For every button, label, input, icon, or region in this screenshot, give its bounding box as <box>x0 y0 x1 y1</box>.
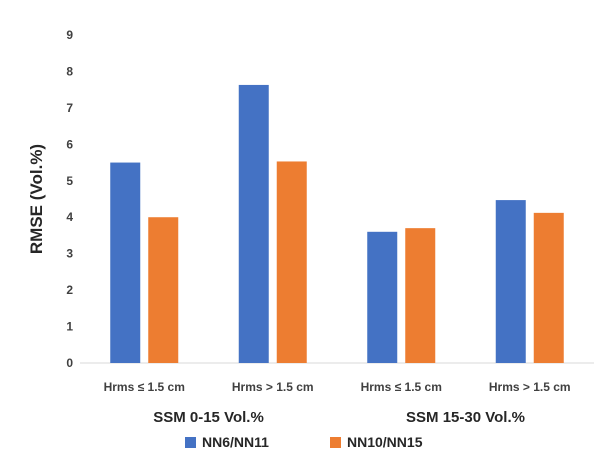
bars <box>110 84 564 363</box>
legend-label: NN6/NN11 <box>202 434 269 450</box>
y-axis-title: RMSE (Vol.%) <box>27 144 46 254</box>
bar-nn6-nn11 <box>495 200 526 363</box>
legend-swatch <box>185 437 196 448</box>
legend-swatch <box>330 437 341 448</box>
category-label: Hrms > 1.5 cm <box>489 380 571 394</box>
category-label: Hrms > 1.5 cm <box>232 380 314 394</box>
y-tick-label: 7 <box>66 101 73 115</box>
legend-label: NN10/NN15 <box>347 434 423 450</box>
bar-nn6-nn11 <box>238 84 269 363</box>
group-labels: SSM 0-15 Vol.% SSM 15-30 Vol.% <box>153 409 525 426</box>
bar-nn10-nn15 <box>148 217 179 363</box>
y-tick-label: 2 <box>66 283 73 297</box>
y-tick-label: 4 <box>66 210 73 224</box>
bar-nn6-nn11 <box>110 162 141 363</box>
y-tick-label: 6 <box>66 137 73 151</box>
group-label: SSM 0-15 Vol.% <box>153 409 264 426</box>
y-axis-ticks: 0 1 2 3 4 5 6 7 8 9 <box>66 28 73 370</box>
category-label: Hrms ≤ 1.5 cm <box>361 380 442 394</box>
group-label: SSM 15-30 Vol.% <box>406 409 525 426</box>
y-tick-label: 1 <box>66 320 73 334</box>
y-tick-label: 9 <box>66 28 73 42</box>
bar-nn10-nn15 <box>533 212 564 363</box>
category-label: Hrms ≤ 1.5 cm <box>104 380 185 394</box>
bar-nn10-nn15 <box>405 228 436 363</box>
y-tick-label: 5 <box>66 174 73 188</box>
bar-nn10-nn15 <box>276 161 307 363</box>
y-tick-label: 3 <box>66 247 73 261</box>
bar-nn6-nn11 <box>367 231 398 363</box>
legend: NN6/NN11 NN10/NN15 <box>185 434 423 450</box>
category-labels: Hrms ≤ 1.5 cm Hrms > 1.5 cm Hrms ≤ 1.5 cm H… <box>104 380 571 394</box>
y-tick-label: 0 <box>66 356 73 370</box>
y-tick-label: 8 <box>66 64 73 78</box>
